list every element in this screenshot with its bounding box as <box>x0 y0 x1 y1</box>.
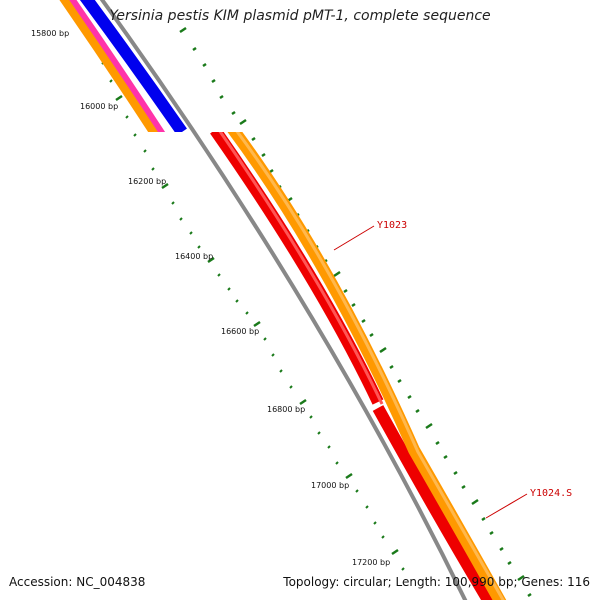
tick-label-16200: 16200 bp <box>128 177 166 186</box>
ruler-outer-ticks <box>179 26 532 598</box>
map-title: Yersinia pestis KIM plasmid pMT-1, compl… <box>109 8 491 24</box>
blue-track-upper <box>79 0 187 132</box>
lower-feature-tracks <box>210 132 507 600</box>
plasmid-backbone <box>99 0 468 600</box>
gene-label-text-Y1024S[interactable]: Y1024.S <box>530 488 572 499</box>
tick-label-17200: 17200 bp <box>352 558 390 567</box>
ruler-minor-ticks <box>81 25 405 571</box>
forward-gene-Y1023 <box>227 132 507 600</box>
gene-label-text-Y1023[interactable]: Y1023 <box>377 220 407 231</box>
tick-label-17000: 17000 bp <box>311 481 349 490</box>
orange-track-upper <box>59 0 159 132</box>
reverse-gene-highlight <box>218 132 384 405</box>
tick-label-16600: 16600 bp <box>221 327 259 336</box>
tick-label-16000: 16000 bp <box>80 102 118 111</box>
topology-summary: Topology: circular; Length: 100,990 bp; … <box>283 575 590 589</box>
magenta-track-upper <box>69 0 166 132</box>
forward-gene-highlight <box>235 132 505 600</box>
gene-label-Y1023[interactable]: Y1023 <box>333 220 407 251</box>
accession-text: Accession: NC_004838 <box>9 575 146 589</box>
ruler-tick-labels: 15800 bp 16000 bp 16200 bp 16400 bp 1660… <box>31 29 390 567</box>
tick-label-16800: 16800 bp <box>267 405 305 414</box>
gene-label-Y1024S[interactable]: Y1024.S <box>485 488 572 519</box>
upper-feature-tracks <box>59 0 187 132</box>
ruler-major-ticks <box>66 0 399 556</box>
reverse-gene-Y1024 <box>372 405 496 600</box>
ruler: 15800 bp 16000 bp 16200 bp 16400 bp 1660… <box>31 0 532 598</box>
tick-label-16400: 16400 bp <box>175 252 213 261</box>
tick-label-15800: 15800 bp <box>31 29 69 38</box>
reverse-gene-Y1023 <box>210 132 384 405</box>
